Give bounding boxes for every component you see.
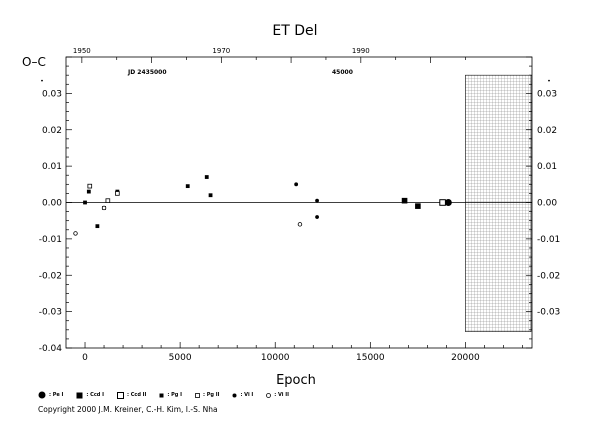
y-tick-label: 0.00 [42, 199, 62, 209]
top-year-label: 1990 [352, 47, 370, 55]
legend-item-ccd-i: : Ccd I [76, 392, 104, 399]
x-tick-label: 20000 [451, 353, 480, 363]
data-point-vi-ii [73, 231, 78, 236]
y-tick-label: 0.01 [42, 162, 62, 172]
future-epoch-region [465, 74, 532, 332]
y-tick-label-right: 0.02 [537, 126, 557, 136]
legend-item-ccd-ii: : Ccd II [116, 391, 147, 399]
axis-decoration-dot-right [548, 79, 550, 82]
x-tick-label: 5000 [169, 353, 192, 363]
axis-decoration-dot [41, 79, 43, 82]
chart-title: ET Del [272, 23, 317, 39]
data-point-pg-i [83, 200, 87, 205]
legend-label-vi-i: : Vi I [240, 392, 254, 398]
legend-label-vi-ii: : Vi II [274, 392, 289, 398]
legend-item-pg-ii: : Pg II [195, 392, 219, 398]
legend: : Pe I : Ccd I : Ccd II : Pg I : Pg II :… [38, 389, 302, 401]
y-tick-label-right: -0.01 [537, 235, 560, 245]
top-year-label: 1970 [212, 47, 230, 55]
legend-label-pe-i: : Pe I [49, 392, 64, 398]
top-year-label: 1950 [73, 47, 91, 55]
data-point-pg-i [204, 175, 209, 179]
data-point-vi-ii [297, 222, 303, 227]
plot-area: -0.04 -0.03 -0.02 -0.01 0.00 0.01 0.02 0.03 -0.0… [39, 47, 561, 363]
y-tick-label: 0.03 [42, 89, 62, 99]
y-tick-label-right: 0.01 [537, 162, 557, 172]
data-point-vi-i [294, 182, 299, 187]
small-filled-square-icon [159, 393, 164, 397]
legend-item-pe-i: : Pe I [38, 391, 63, 399]
jd-annotation: JD 2435000 [127, 69, 167, 76]
legend-label-ccd-ii: : Ccd II [126, 392, 147, 398]
data-point-ccd-i [401, 197, 408, 204]
open-circle-icon [266, 392, 272, 398]
data-point-pg-i [95, 224, 100, 229]
data-point-pg-i [185, 184, 190, 189]
jd-45000-annotation: 45000 [332, 69, 353, 76]
data-point-ccd-i [415, 203, 421, 209]
data-point-pg-ii [87, 183, 93, 189]
data-point-pg-ii [115, 191, 120, 196]
y-tick-label-right: 0.00 [537, 199, 557, 209]
legend-item-vi-ii: : Vi II [266, 392, 289, 398]
filled-dot-icon [232, 393, 237, 397]
filled-square-icon [76, 392, 83, 398]
data-point-vi-i [315, 198, 319, 203]
y-tick-label-right: -0.03 [537, 308, 560, 318]
y-tick-label-right: -0.02 [537, 271, 560, 281]
legend-item-pg-i: : Pg I [159, 392, 182, 398]
legend-item-vi-i: : Vi I [232, 392, 253, 398]
data-point-ccd-ii [439, 199, 446, 206]
y-tick-label: -0.01 [39, 235, 62, 245]
data-point-pg-ii [105, 198, 111, 203]
x-axis-label: Epoch [276, 373, 316, 388]
data-point-vi-ii [101, 205, 107, 211]
x-tick-label: 10000 [261, 353, 290, 363]
data-point-vi-i [315, 215, 319, 219]
data-point-pe-i [444, 199, 452, 206]
x-tick-label: 0 [82, 353, 88, 363]
open-square-icon [116, 391, 124, 399]
y-tick-label-right: 0.03 [537, 89, 557, 99]
small-open-square-icon [195, 392, 200, 398]
y-tick-label: -0.04 [39, 344, 63, 354]
filled-circle-icon [38, 391, 46, 399]
y-tick-label: 0.02 [42, 126, 62, 136]
data-point-pg-i [208, 193, 213, 198]
y-axis-label: O–C [22, 55, 46, 69]
copyright-notice: Copyright 2000 J.M. Kreiner, C.-H. Kim, … [38, 405, 218, 414]
legend-label-ccd-i: : Ccd I [86, 392, 104, 398]
data-point-pg-i [86, 189, 91, 194]
y-tick-label: -0.03 [39, 308, 62, 318]
x-tick-label: 15000 [356, 353, 385, 363]
legend-label-pg-ii: : Pg II [202, 392, 220, 398]
y-tick-label: -0.02 [39, 271, 62, 281]
legend-label-pg-i: : Pg I [167, 392, 182, 398]
